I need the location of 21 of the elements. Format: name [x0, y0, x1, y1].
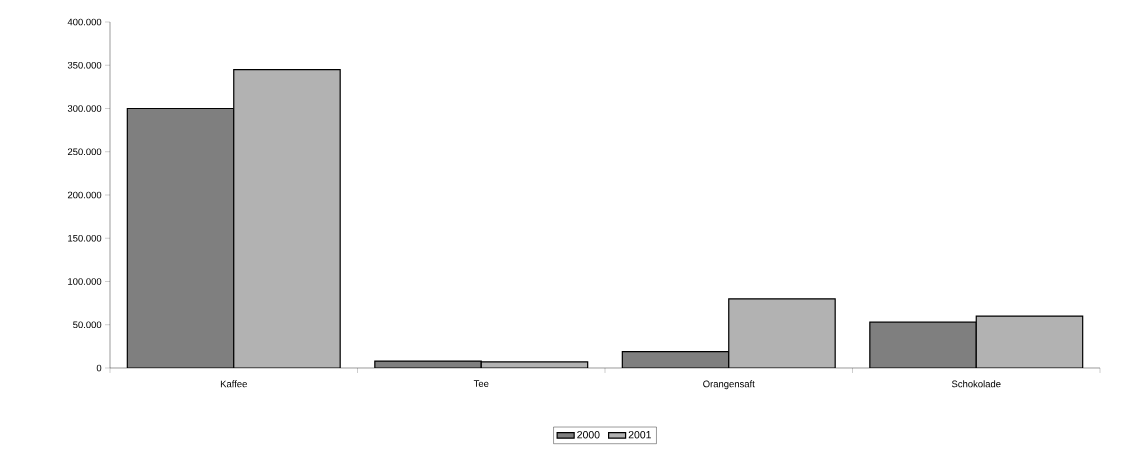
bar: [975, 315, 1084, 368]
y-tick-label: 300.000: [67, 105, 102, 112]
legend-label: 2001: [628, 431, 651, 439]
x-tick-label: Kaffee: [220, 380, 247, 388]
y-tick-label: 250.000: [67, 148, 102, 156]
bar: [869, 321, 977, 368]
y-tick-label: 200.000: [67, 191, 102, 199]
bar: [126, 107, 235, 368]
bar: [233, 68, 341, 368]
y-tick-label: 0: [96, 364, 102, 372]
legend-label: 2000: [577, 431, 600, 439]
x-tick-label: Tee: [473, 380, 489, 387]
bar: [621, 350, 730, 368]
y-tick-label: 150.000: [68, 234, 102, 242]
x-tick-label: Schokolade: [951, 380, 1001, 388]
y-tick-label: 400.000: [67, 18, 102, 26]
y-tick-label: 50.000: [73, 321, 102, 329]
x-tick-label: Orangensaft: [703, 380, 755, 390]
y-tick-label: 350.000: [67, 61, 102, 69]
bar: [728, 298, 836, 368]
y-tick-label: 100.000: [68, 278, 102, 285]
